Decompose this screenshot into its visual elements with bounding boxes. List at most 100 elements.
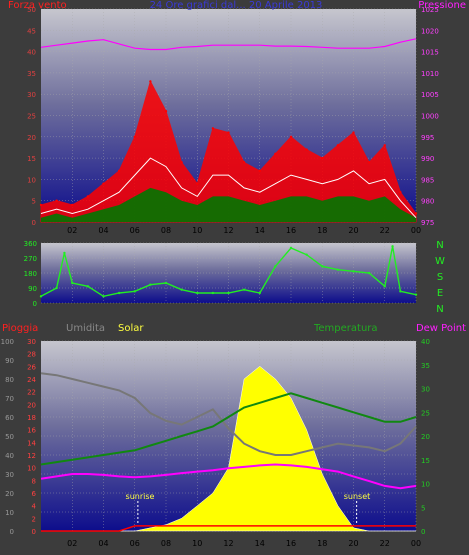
wind-point <box>336 144 340 147</box>
wind-point <box>86 195 90 198</box>
rain-label: Pioggia <box>2 323 38 334</box>
temperature-tick-label: 10 <box>421 481 430 489</box>
y-tick-label: 20 <box>27 134 36 142</box>
x-tick-label: 12 <box>223 226 233 235</box>
wind-low-area <box>41 187 416 222</box>
y-tick-label: 0 <box>33 300 37 308</box>
direction-point <box>133 290 136 293</box>
direction-point <box>258 291 261 295</box>
x-tick-label: 10 <box>192 539 202 548</box>
direction-point <box>211 291 215 295</box>
humidity-tick-label: 50 <box>5 433 14 441</box>
y2-tick-label: 1025 <box>421 6 439 14</box>
rain-tick-label: 14 <box>27 439 36 447</box>
rain-tick-label: 24 <box>27 376 36 384</box>
direction-point <box>399 290 402 293</box>
rain-tick-label: 12 <box>27 452 36 460</box>
x-tick-label: 06 <box>130 226 140 235</box>
x-tick-label: 20 <box>348 539 358 548</box>
y-tick-label: 50 <box>27 6 36 14</box>
rain-tick-label: 4 <box>32 503 37 511</box>
pressure-line <box>40 38 417 51</box>
temperature-line <box>40 392 417 466</box>
direction-point <box>242 288 246 291</box>
temperature-tick-label: 15 <box>421 457 430 465</box>
y-tick-label: 10 <box>27 176 36 184</box>
x-tick-label: 04 <box>98 539 108 548</box>
humidity-tick-label: 60 <box>5 414 14 422</box>
y-tick-label: 180 <box>24 270 37 278</box>
wind-point <box>399 190 402 194</box>
direction-point <box>289 246 293 250</box>
solar-label: Solar <box>118 323 144 334</box>
direction-point <box>71 281 74 285</box>
wind-speed-label: Forza vento <box>8 0 67 11</box>
compass-label: E <box>437 288 443 299</box>
rain-tick-label: 10 <box>27 465 36 473</box>
x-tick-label: 06 <box>130 539 140 548</box>
temperature-label: Temperatura <box>313 323 378 334</box>
y2-tick-label: 985 <box>421 176 434 184</box>
y-tick-label: 40 <box>27 49 36 57</box>
wind-point <box>133 135 136 138</box>
direction-point <box>383 285 386 288</box>
direction-point <box>180 288 183 291</box>
x-tick-label: 16 <box>286 539 296 548</box>
direction-point <box>305 253 308 256</box>
y2-tick-label: 1020 <box>421 27 439 35</box>
wind-average-line <box>40 157 417 219</box>
wind-point <box>274 152 277 156</box>
wind-point <box>102 182 105 185</box>
direction-point <box>352 270 355 273</box>
y2-tick-label: 980 <box>421 198 434 206</box>
direction-point <box>55 286 58 290</box>
bottom-panel-tick-labels: 0102030405060708090100024681012141618202… <box>1 338 430 548</box>
compass-label: S <box>437 272 443 283</box>
wind-point <box>352 131 355 134</box>
x-tick-label: 22 <box>380 539 390 548</box>
y2-tick-label: 995 <box>421 134 434 142</box>
humidity-tick-label: 10 <box>5 509 14 517</box>
x-tick-label: 08 <box>161 539 171 548</box>
chart-date-label: 24 Ore grafici dal... 20 Aprile 2013 <box>150 0 323 11</box>
direction-point <box>164 281 168 285</box>
wind-point <box>321 156 324 160</box>
wind-point <box>289 135 293 138</box>
wind-point <box>149 80 152 83</box>
x-tick-label: 12 <box>223 539 233 548</box>
direction-point <box>63 251 66 255</box>
rain-tick-label: 16 <box>27 427 36 435</box>
wind-point <box>117 169 121 173</box>
dewpoint-label: Dew Point <box>416 323 466 334</box>
direction-point <box>196 291 199 295</box>
x-tick-label: 20 <box>348 226 358 235</box>
y-tick-label: 0 <box>32 219 36 227</box>
y-tick-label: 5 <box>32 198 36 206</box>
pressure-label: Pressione <box>418 0 466 11</box>
humidity-tick-label: 70 <box>5 395 14 403</box>
top-panel-tick-labels: 0510152025303540455097598098599099510001… <box>27 6 439 235</box>
x-tick-label: 14 <box>255 226 265 235</box>
rain-tick-label: 18 <box>27 414 36 422</box>
humidity-label: Umidita <box>66 323 105 334</box>
bottom-panel-series <box>40 365 417 532</box>
y-tick-label: 45 <box>27 27 36 35</box>
rain-tick-label: 22 <box>27 389 36 397</box>
temperature-tick-label: 30 <box>421 386 430 394</box>
y-tick-label: 15 <box>27 155 36 163</box>
wind-point <box>242 161 246 164</box>
rain-tick-label: 2 <box>32 515 36 523</box>
direction-panel-grid <box>41 242 417 304</box>
x-tick-label: 08 <box>161 226 171 235</box>
rain-tick-label: 20 <box>27 401 36 409</box>
rain-tick-label: 28 <box>27 351 36 359</box>
top-panel-series <box>39 38 418 223</box>
x-tick-label: 04 <box>98 226 108 235</box>
direction-point <box>274 265 277 268</box>
wind-point <box>71 203 74 207</box>
wind-point <box>180 161 183 164</box>
rain-tick-label: 30 <box>27 338 36 346</box>
x-tick-label: 22 <box>380 226 390 235</box>
x-tick-label: 02 <box>67 226 77 235</box>
